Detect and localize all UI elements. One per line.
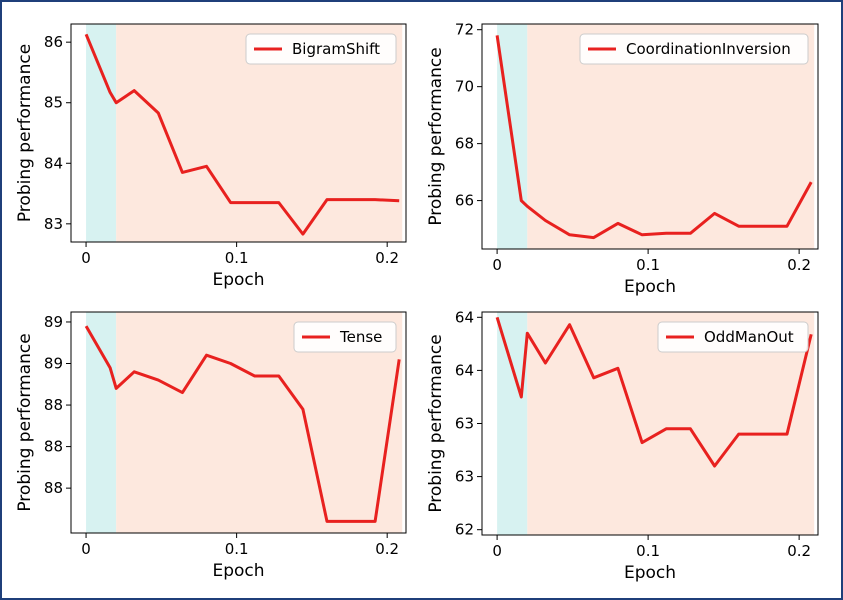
legend-box bbox=[657, 321, 809, 353]
x-tick-label: 0.1 bbox=[636, 542, 660, 560]
y-tick-label: 63 bbox=[455, 415, 474, 433]
y-tick-label: 83 bbox=[44, 215, 63, 233]
y-axis-label: Probing performance bbox=[15, 44, 35, 222]
x-tick-label: 0.2 bbox=[375, 540, 399, 558]
y-axis-label: Probing performance bbox=[15, 333, 35, 511]
y-tick-label: 72 bbox=[455, 21, 474, 39]
legend-label: Tense bbox=[339, 328, 382, 346]
y-tick-label: 86 bbox=[44, 33, 63, 51]
y-axis-label: Probing performance bbox=[426, 47, 446, 225]
y-tick-label: 88 bbox=[44, 479, 63, 497]
x-tick-label: 0.2 bbox=[787, 542, 811, 560]
y-axis-label: Probing performance bbox=[426, 334, 446, 512]
x-axis-label: Epoch bbox=[624, 277, 676, 297]
x-axis-label: Epoch bbox=[212, 561, 264, 581]
x-tick-label: 0.1 bbox=[225, 540, 249, 558]
legend-box bbox=[245, 33, 397, 65]
x-tick-label: 0.2 bbox=[787, 256, 811, 274]
plot-frame bbox=[481, 23, 819, 250]
x-tick-label: 0 bbox=[492, 256, 502, 274]
y-tick-label: 64 bbox=[455, 308, 474, 326]
legend-label: BigramShift bbox=[292, 40, 380, 58]
y-tick-label: 70 bbox=[455, 78, 474, 96]
legend-box bbox=[579, 33, 809, 65]
y-tick-label: 84 bbox=[44, 154, 63, 172]
x-axis-label: Epoch bbox=[624, 563, 676, 583]
y-tick-label: 88 bbox=[44, 438, 63, 456]
legend-box bbox=[293, 321, 397, 353]
warmup-region bbox=[497, 312, 528, 535]
series-line-tense bbox=[84, 325, 401, 523]
y-tick-label: 85 bbox=[44, 94, 63, 112]
x-tick-label: 0.1 bbox=[636, 256, 660, 274]
series-line-coordinationinversion bbox=[495, 35, 813, 240]
legend-label: OddManOut bbox=[704, 328, 794, 346]
plot-frame bbox=[70, 311, 407, 534]
x-tick-label: 0.1 bbox=[225, 249, 249, 267]
chart-panel-2: 0 0.1 0.2 66 68 70 72 Epoch Probing performance C… bbox=[426, 21, 819, 297]
x-tick-label: 0 bbox=[81, 249, 91, 267]
x-tick-label: 0.2 bbox=[375, 249, 399, 267]
series-line-bigramshift bbox=[84, 33, 400, 236]
warmup-region bbox=[86, 24, 117, 242]
x-tick-label: 0 bbox=[81, 540, 91, 558]
plot-frame bbox=[70, 23, 407, 243]
chart-panel-3: 0 0.1 0.2 88 88 88 89 89 Epoch Probing performanc… bbox=[15, 311, 407, 581]
y-tick-label: 66 bbox=[455, 192, 474, 210]
warmup-region bbox=[86, 312, 117, 533]
y-tick-label: 62 bbox=[455, 521, 474, 539]
x-tick-label: 0 bbox=[492, 542, 502, 560]
chart-panel-4: 0 0.1 0.2 62 63 63 64 64 Epoch Probing performanc… bbox=[426, 308, 819, 583]
y-tick-label: 64 bbox=[455, 361, 474, 379]
x-axis-label: Epoch bbox=[212, 270, 264, 290]
legend-label: CoordinationInversion bbox=[626, 40, 791, 58]
y-tick-label: 88 bbox=[44, 396, 63, 414]
y-tick-label: 63 bbox=[455, 468, 474, 486]
chart-panel-1: 0 0.1 0.2 83 84 85 86 Epoch Probing performance B… bbox=[15, 23, 407, 290]
y-tick-label: 89 bbox=[44, 313, 63, 331]
y-tick-label: 68 bbox=[455, 135, 474, 153]
y-tick-label: 89 bbox=[44, 355, 63, 373]
series-line-oddmanout bbox=[495, 316, 813, 468]
